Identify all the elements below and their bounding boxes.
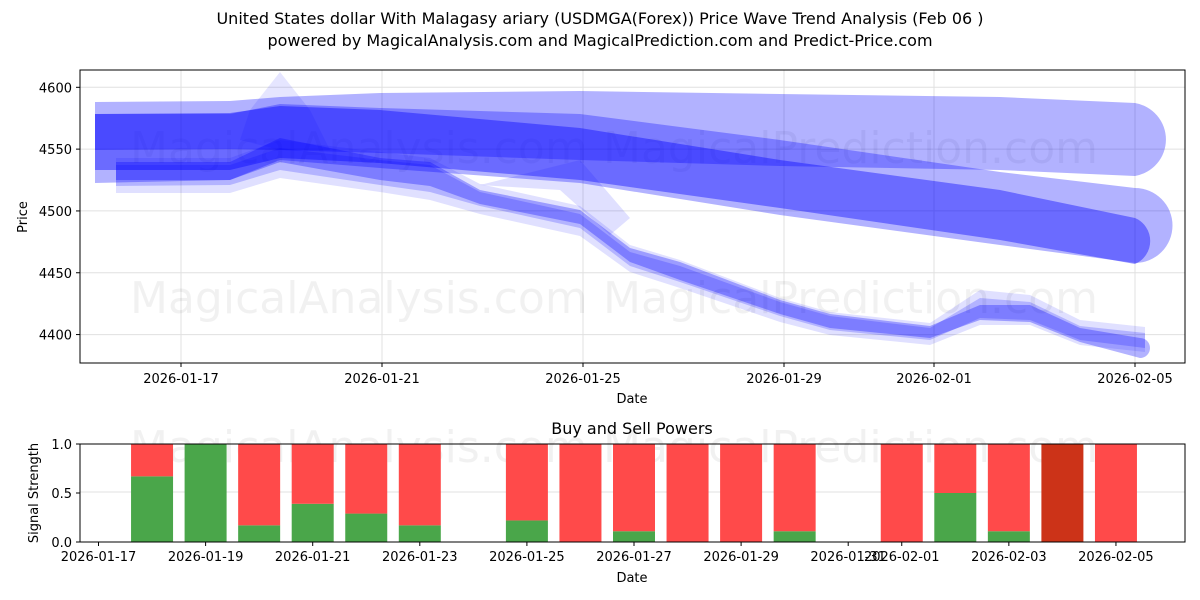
sell-bar xyxy=(505,444,548,521)
x-tick-label: 2026-02-05 xyxy=(1078,550,1154,565)
buy-bar xyxy=(934,493,977,542)
watermarks-main: MagicalAnalysis.com MagicalPrediction.co… xyxy=(130,123,1098,324)
x-tick-label: 2026-01-25 xyxy=(489,550,565,565)
sell-bar xyxy=(720,444,763,542)
x-tick-label: 2026-01-23 xyxy=(382,550,458,565)
buy-bar xyxy=(291,503,334,542)
buy-sell-title: Buy and Sell Powers xyxy=(551,419,713,438)
bottom-y-axis-label: Signal Strength xyxy=(27,443,42,543)
main-grid xyxy=(80,70,1185,363)
y-tick-label: 0.0 xyxy=(51,536,72,551)
bottom-y-axis: 0.0 0.5 1.0 xyxy=(51,438,80,551)
x-tick-label: 2026-01-29 xyxy=(746,372,822,387)
x-tick-label: 2026-01-29 xyxy=(703,550,779,565)
buy-bar xyxy=(184,444,227,542)
x-tick-label: 2026-01-21 xyxy=(344,372,420,387)
x-tick-label: 2026-02-01 xyxy=(896,372,972,387)
x-tick-label: 2026-01-31 xyxy=(810,550,886,565)
y-tick-label: 0.5 xyxy=(51,487,72,502)
wave-bands xyxy=(95,72,1173,358)
sell-bar xyxy=(131,444,174,477)
watermark: MagicalPrediction.com xyxy=(603,123,1098,174)
buy-bar xyxy=(505,520,548,542)
x-tick-label: 2026-01-17 xyxy=(61,550,137,565)
x-tick-label: 2026-02-03 xyxy=(971,550,1047,565)
price-chart: MagicalAnalysis.com MagicalPrediction.co… xyxy=(16,69,1186,407)
y-tick-label: 1.0 xyxy=(51,438,72,453)
sell-bar xyxy=(345,444,388,514)
buy-bar xyxy=(987,531,1030,542)
watermark: MagicalPrediction.com xyxy=(603,273,1098,324)
sell-bar xyxy=(613,444,655,532)
sell-bar xyxy=(1041,444,1084,542)
y-tick-label: 4450 xyxy=(39,267,72,282)
sell-bar xyxy=(666,444,709,542)
bottom-x-axis: 2026-01-17 2026-01-19 2026-01-21 2026-01-23… xyxy=(61,542,1154,565)
main-x-axis: 2026-01-17 2026-01-21 2026-01-25 2026-01-29… xyxy=(143,363,1173,387)
sell-bar xyxy=(398,444,441,526)
chart-subtitle: powered by MagicalAnalysis.com and Magic… xyxy=(267,31,933,50)
buy-bar xyxy=(131,476,174,542)
chart-title: United States dollar With Malagasy ariar… xyxy=(216,9,984,28)
sell-bar xyxy=(773,444,816,532)
sell-bar xyxy=(987,444,1030,532)
watermark: MagicalAnalysis.com xyxy=(130,123,588,174)
sell-bar xyxy=(238,444,281,526)
sell-bar xyxy=(934,444,977,493)
sell-bar xyxy=(880,444,923,542)
signal-bars xyxy=(131,444,1137,542)
buy-bar xyxy=(238,525,281,542)
sell-bar xyxy=(559,444,602,542)
main-y-axis-label: Price xyxy=(16,201,31,233)
buy-sell-chart: Buy and Sell Powers MagicalAnalysis.com … xyxy=(27,419,1186,586)
buy-bar xyxy=(398,525,441,542)
sell-bar xyxy=(291,444,334,504)
sell-bar xyxy=(1094,444,1137,542)
x-tick-label: 2026-01-19 xyxy=(168,550,244,565)
x-tick-label: 2026-02-01 xyxy=(864,550,940,565)
y-tick-label: 4400 xyxy=(39,329,72,344)
main-y-axis: 4400 4450 4500 4550 4600 xyxy=(39,81,80,344)
x-tick-label: 2026-01-27 xyxy=(596,550,672,565)
x-tick-label: 2026-02-05 xyxy=(1097,372,1173,387)
x-tick-label: 2026-01-17 xyxy=(143,372,219,387)
main-x-axis-label: Date xyxy=(616,392,647,407)
buy-bar xyxy=(773,531,816,542)
main-plot-frame xyxy=(79,69,1186,364)
y-tick-label: 4600 xyxy=(39,81,72,96)
y-tick-label: 4500 xyxy=(39,205,72,220)
x-tick-label: 2026-01-21 xyxy=(275,550,351,565)
buy-bar xyxy=(345,513,388,542)
watermark: MagicalAnalysis.com xyxy=(130,273,588,324)
bottom-x-axis-label: Date xyxy=(616,571,647,586)
x-tick-label: 2026-01-25 xyxy=(545,372,621,387)
y-tick-label: 4550 xyxy=(39,143,72,158)
buy-bar xyxy=(613,531,655,542)
